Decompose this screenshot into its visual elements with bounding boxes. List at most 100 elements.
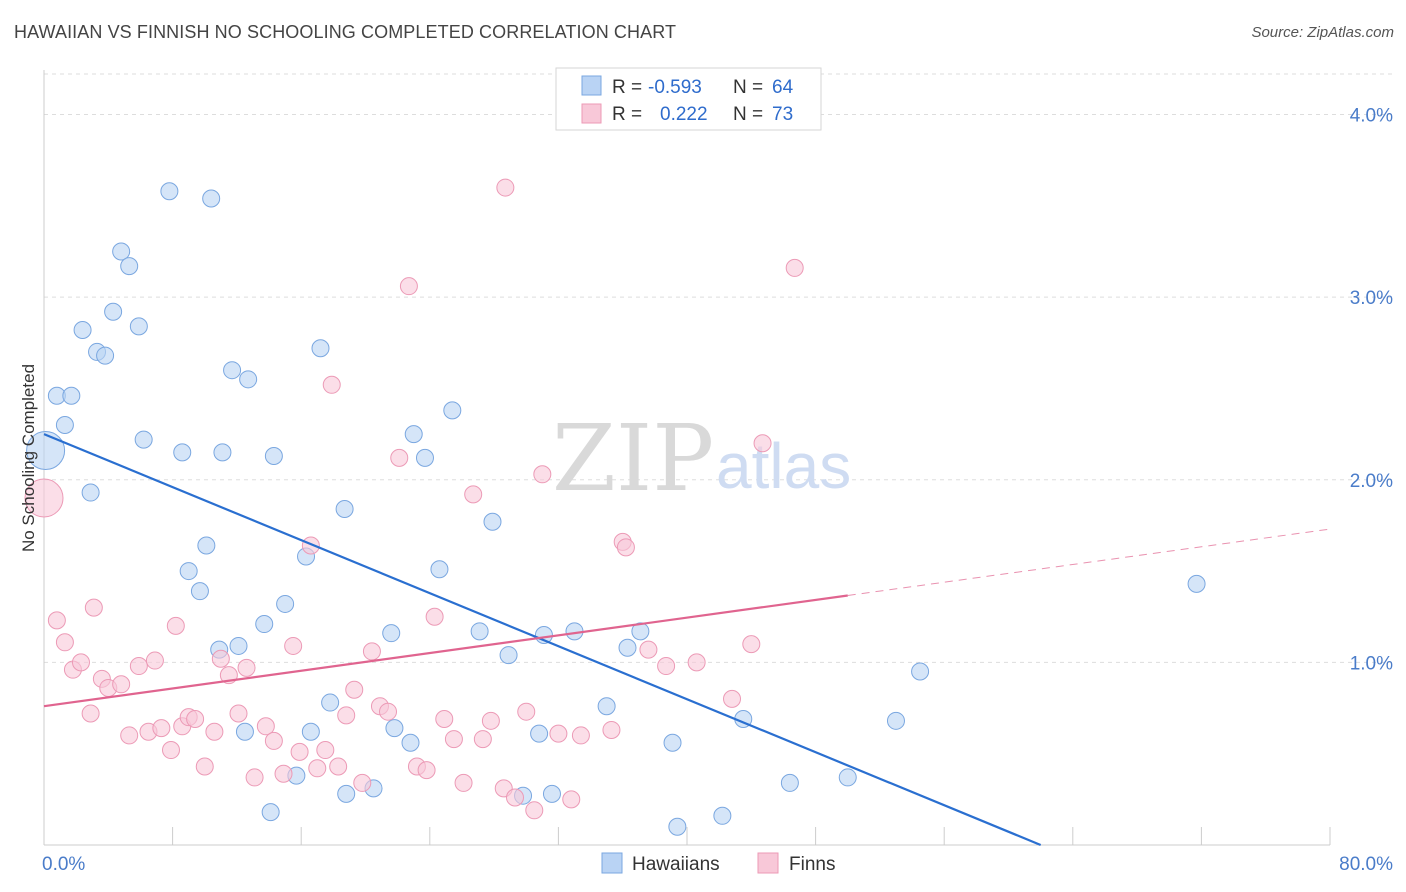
point-hawaiians bbox=[261, 803, 280, 822]
legend-stats-r-label-hawaiians: R = bbox=[612, 77, 642, 98]
legend-stats-n-value-finns: 73 bbox=[772, 104, 793, 125]
point-hawaiians bbox=[301, 722, 320, 741]
point-finns bbox=[549, 724, 568, 743]
point-hawaiians bbox=[618, 638, 637, 657]
point-finns bbox=[211, 649, 230, 668]
point-finns bbox=[742, 635, 761, 654]
point-hawaiians bbox=[713, 806, 732, 825]
legend-stats-r-value-finns: 0.222 bbox=[660, 104, 708, 125]
point-hawaiians bbox=[173, 443, 192, 462]
legend-stats-r-value-hawaiians: -0.593 bbox=[648, 77, 702, 98]
legend-stats-n-value-hawaiians: 64 bbox=[772, 77, 794, 98]
point-finns bbox=[473, 730, 492, 749]
point-finns bbox=[152, 719, 171, 738]
point-hawaiians bbox=[96, 346, 115, 365]
point-hawaiians bbox=[886, 711, 905, 730]
watermark-zip: ZIP bbox=[552, 405, 714, 512]
point-finns bbox=[229, 704, 248, 723]
point-finns bbox=[505, 788, 524, 807]
trend-lines bbox=[43, 433, 1331, 847]
legend-stats-r-label-finns: R = bbox=[612, 104, 642, 125]
point-hawaiians bbox=[401, 733, 420, 752]
trend-line-hawaiians bbox=[43, 433, 1042, 847]
axes bbox=[43, 70, 1331, 846]
point-hawaiians bbox=[415, 448, 434, 467]
point-hawaiians bbox=[530, 724, 549, 743]
point-finns bbox=[290, 742, 309, 761]
legend-label-hawaiians: Hawaiians bbox=[632, 854, 720, 875]
y-tick-label: 1.0% bbox=[1350, 653, 1393, 674]
point-finns bbox=[533, 465, 552, 484]
point-finns bbox=[525, 801, 544, 820]
y-tick-labels: 1.0% 2.0% 3.0% 4.0% bbox=[1350, 106, 1393, 675]
point-finns bbox=[723, 689, 742, 708]
point-finns bbox=[237, 658, 256, 677]
legend-swatch-hawaiians bbox=[601, 852, 623, 874]
point-finns bbox=[379, 702, 398, 721]
point-finns bbox=[284, 636, 303, 655]
point-hawaiians bbox=[911, 662, 930, 681]
x-tick-labels: 0.0% 80.0% bbox=[42, 854, 1393, 875]
point-hawaiians bbox=[311, 339, 330, 358]
trend-line-finns-extension bbox=[847, 528, 1331, 596]
point-finns bbox=[205, 722, 224, 741]
point-finns bbox=[256, 717, 275, 736]
point-hawaiians bbox=[255, 615, 274, 634]
point-finns bbox=[562, 790, 581, 809]
point-finns bbox=[481, 711, 500, 730]
point-hawaiians bbox=[470, 622, 489, 641]
legend-stats-n-label-hawaiians: N = bbox=[733, 77, 763, 98]
point-hawaiians bbox=[838, 768, 857, 787]
point-finns bbox=[362, 642, 381, 661]
legend-stats-swatch-finns bbox=[581, 103, 602, 124]
point-hawaiians bbox=[120, 257, 139, 276]
point-finns bbox=[753, 434, 772, 453]
point-hawaiians bbox=[264, 447, 283, 466]
point-finns bbox=[308, 759, 327, 778]
point-finns bbox=[120, 726, 139, 745]
data-points bbox=[24, 178, 1206, 836]
point-hawaiians bbox=[213, 443, 232, 462]
point-hawaiians bbox=[235, 722, 254, 741]
point-finns bbox=[112, 675, 131, 694]
point-hawaiians bbox=[104, 302, 123, 321]
point-hawaiians bbox=[223, 361, 242, 380]
point-finns bbox=[316, 741, 335, 760]
point-finns bbox=[345, 680, 364, 699]
point-hawaiians bbox=[197, 536, 216, 555]
point-hawaiians bbox=[276, 594, 295, 613]
point-hawaiians bbox=[335, 499, 354, 518]
y-tick-label: 3.0% bbox=[1350, 288, 1393, 309]
point-finns bbox=[602, 720, 621, 739]
point-finns bbox=[616, 538, 635, 557]
point-finns bbox=[71, 653, 90, 672]
point-finns bbox=[129, 657, 148, 676]
point-finns bbox=[245, 768, 264, 787]
point-hawaiians bbox=[229, 636, 248, 655]
point-hawaiians bbox=[190, 582, 209, 601]
y-tick-label: 4.0% bbox=[1350, 106, 1393, 127]
point-hawaiians bbox=[202, 189, 221, 208]
point-finns bbox=[657, 657, 676, 676]
trend-line-finns bbox=[43, 594, 848, 708]
point-hawaiians bbox=[668, 817, 687, 836]
watermark: ZIP atlas bbox=[552, 405, 851, 512]
point-finns bbox=[329, 757, 348, 776]
point-hawaiians bbox=[337, 784, 356, 803]
point-finns bbox=[161, 741, 180, 760]
point-hawaiians bbox=[780, 773, 799, 792]
point-hawaiians bbox=[499, 646, 518, 665]
point-hawaiians bbox=[597, 697, 616, 716]
point-finns bbox=[24, 478, 64, 518]
point-finns bbox=[464, 485, 483, 504]
point-finns bbox=[337, 706, 356, 725]
y-tick-label: 2.0% bbox=[1350, 471, 1393, 492]
point-finns bbox=[444, 730, 463, 749]
point-hawaiians bbox=[160, 182, 179, 201]
point-finns bbox=[353, 773, 372, 792]
legend-label-finns: Finns bbox=[789, 854, 835, 875]
point-hawaiians bbox=[55, 415, 74, 434]
y-axis-label: No Schooling Completed bbox=[19, 364, 38, 552]
point-finns bbox=[264, 731, 283, 750]
